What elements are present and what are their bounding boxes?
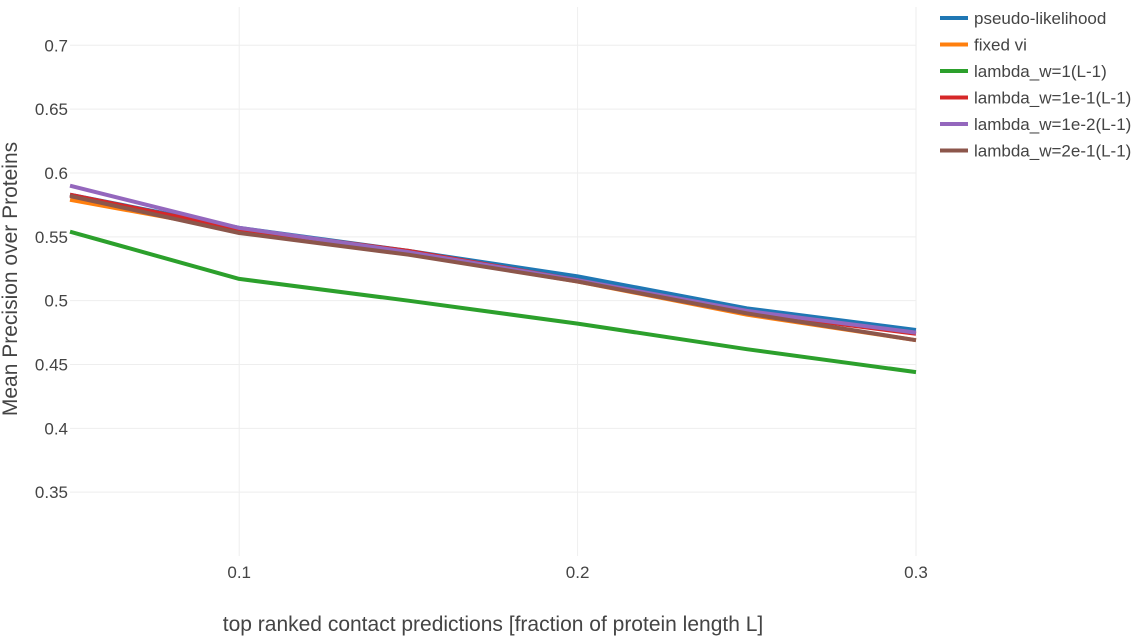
legend: pseudo-likelihood fixed vi lambda_w=1(L-1)…	[940, 9, 1131, 161]
legend-label: lambda_w=1e-2(L-1)	[974, 115, 1131, 134]
legend-item[interactable]: lambda_w=2e-1(L-1)	[940, 142, 1131, 161]
legend-item[interactable]: pseudo-likelihood	[940, 9, 1106, 28]
grid	[70, 7, 917, 556]
y-tick-label: 0.35	[35, 483, 68, 502]
legend-item[interactable]: lambda_w=1e-1(L-1)	[940, 89, 1131, 108]
series-line-6	[69, 194, 917, 343]
y-tick-label: 0.45	[35, 355, 68, 374]
y-tick-label: 0.65	[35, 100, 68, 119]
y-tick-label: 0.4	[44, 419, 68, 438]
x-axis-title: top ranked contact predictions [fraction…	[223, 613, 764, 636]
x-tick-label: 0.1	[227, 563, 251, 582]
legend-item[interactable]: lambda_w=1(L-1)	[940, 62, 1107, 81]
legend-label: pseudo-likelihood	[974, 9, 1106, 28]
series-line-1	[69, 192, 917, 332]
legend-item[interactable]: lambda_w=1e-2(L-1)	[940, 115, 1131, 134]
y-axis-title: Mean Precision over Proteins	[0, 142, 22, 416]
y-axis-ticks: 0.35 0.4 0.45 0.5 0.55 0.6 0.65 0.7	[35, 36, 68, 502]
y-tick-label: 0.5	[44, 292, 68, 311]
x-axis-ticks: 0.1 0.2 0.3	[227, 563, 927, 582]
legend-label: fixed vi	[974, 36, 1027, 55]
series-line-3	[69, 229, 917, 375]
x-tick-label: 0.3	[904, 563, 928, 582]
y-tick-label: 0.6	[44, 164, 68, 183]
legend-label: lambda_w=2e-1(L-1)	[974, 142, 1131, 161]
x-tick-label: 0.2	[566, 563, 590, 582]
y-tick-label: 0.7	[44, 36, 68, 55]
series-lines	[69, 183, 917, 375]
legend-item[interactable]: fixed vi	[940, 36, 1027, 55]
legend-label: lambda_w=1e-1(L-1)	[974, 89, 1131, 108]
legend-label: lambda_w=1(L-1)	[974, 62, 1107, 81]
y-tick-label: 0.55	[35, 228, 68, 247]
